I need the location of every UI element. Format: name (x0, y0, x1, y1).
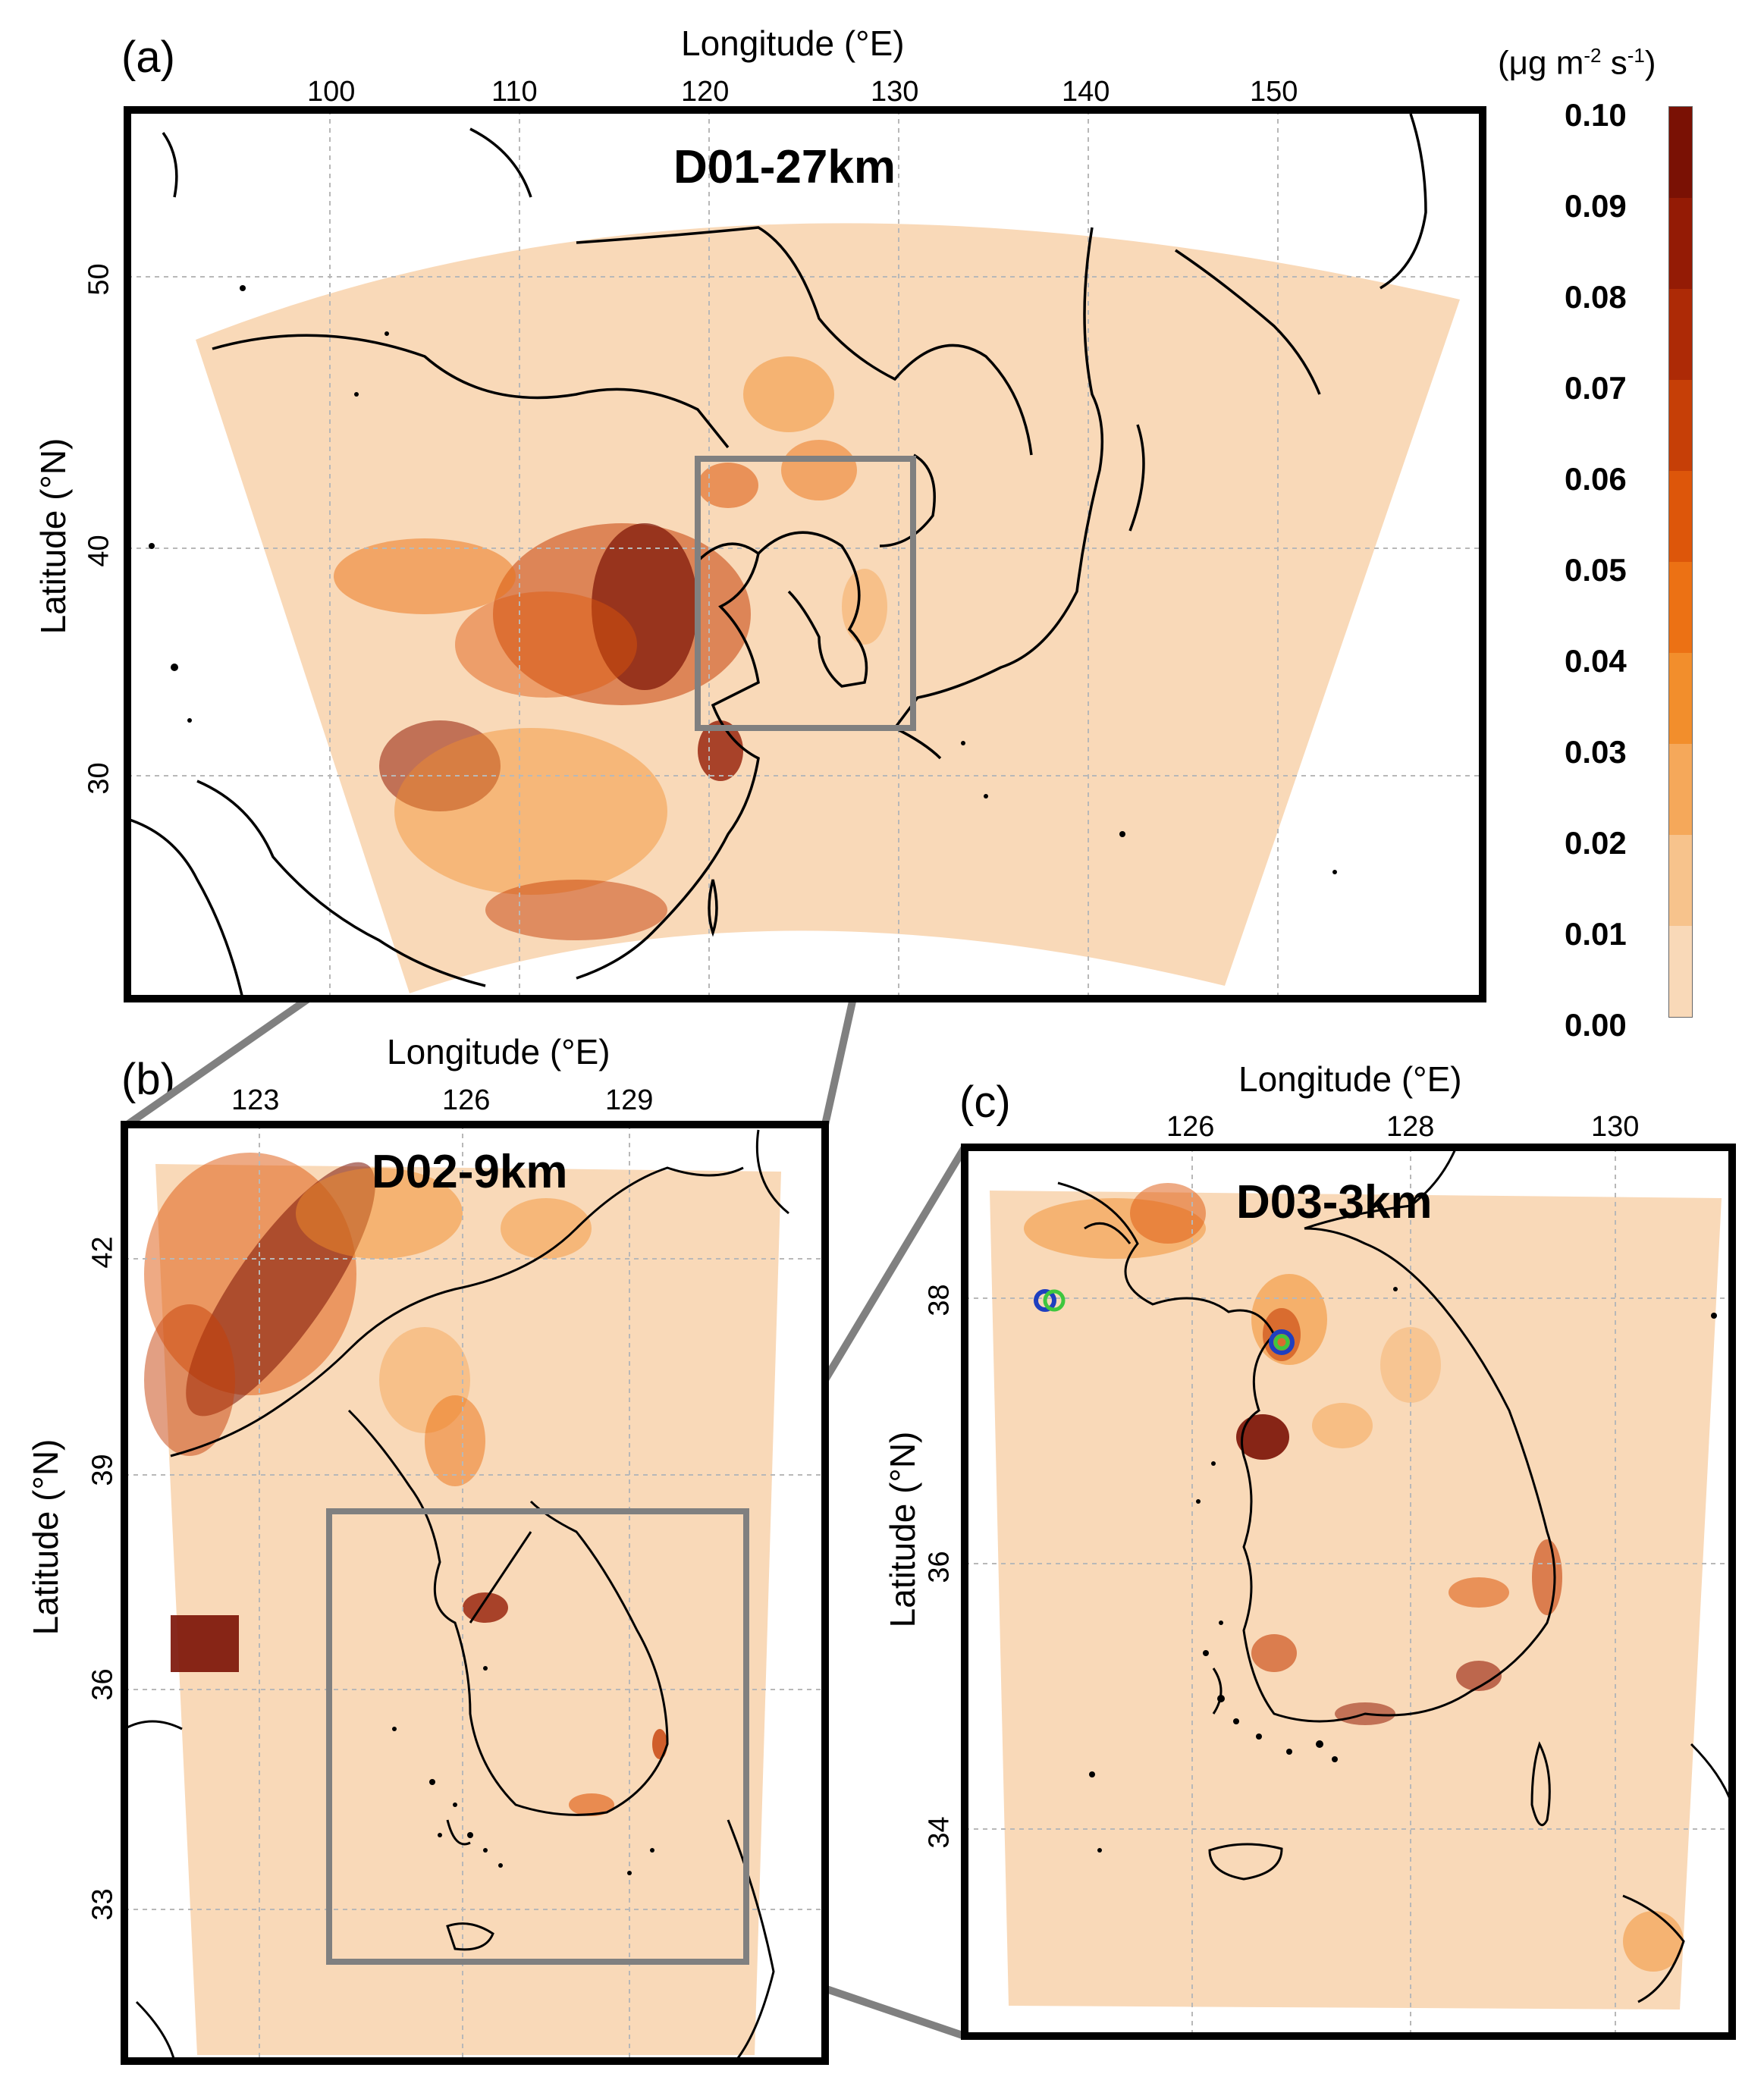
coastlines-b (124, 1129, 789, 2061)
colorbar-tick: 0.03 (1565, 734, 1627, 770)
lon-tick: 130 (1591, 1111, 1640, 1143)
panel-a-frame (124, 106, 1486, 1002)
colorbar-tick: 0.08 (1565, 279, 1627, 315)
colorbar-segment (1669, 198, 1692, 289)
panel-a-label: (a) (121, 33, 175, 82)
lon-tick: 128 (1386, 1111, 1435, 1143)
colorbar-segment (1669, 926, 1692, 1017)
graticule-a (127, 110, 1483, 999)
colorbar-tick: 0.09 (1565, 188, 1627, 224)
lon-tick: 126 (442, 1084, 491, 1116)
panel-c-frame (961, 1144, 1736, 2040)
colorbar (1668, 106, 1693, 1018)
panel-c-label: (c) (959, 1078, 1011, 1127)
colorbar-segment (1669, 289, 1692, 380)
coastlines-a (127, 113, 1427, 999)
coastlines-c (1057, 1147, 1732, 2003)
colorbar-tick: 0.10 (1565, 97, 1627, 133)
lon-tick: 129 (605, 1084, 654, 1116)
emission-hotspots-b (144, 1153, 667, 1816)
colorbar-tick: 0.01 (1565, 916, 1627, 952)
colorbar-unit-sup2: -1 (1627, 44, 1645, 67)
colorbar-tick: 0.04 (1565, 643, 1627, 679)
panel-a-domain-title: D01-27km (673, 141, 896, 193)
panel-c-map (965, 1147, 1732, 2036)
colorbar-segment (1669, 835, 1692, 926)
panel-c-domain-title: D03-3km (1236, 1176, 1433, 1228)
graticule-b (124, 1125, 825, 2061)
colorbar-segment (1669, 562, 1692, 653)
colorbar-segment (1669, 471, 1692, 562)
panel-a-map (127, 110, 1483, 999)
domain-d03-area (990, 1191, 1722, 2010)
lon-tick: 130 (871, 76, 919, 108)
colorbar-tick: 0.07 (1565, 370, 1627, 406)
islands-b (392, 1666, 654, 1875)
colorbar-unit: (μg m-2 s-1) (1498, 44, 1656, 83)
colorbar-tick: 0.05 (1565, 552, 1627, 588)
colorbar-tick: 0.02 (1565, 825, 1627, 861)
colorbar-segment (1669, 107, 1692, 198)
lon-tick: 120 (681, 76, 730, 108)
domain-d01-area (196, 223, 1460, 993)
colorbar-tick: 0.00 (1565, 1007, 1627, 1043)
panel-b-map (124, 1125, 825, 2061)
colorbar-unit-post: ) (1644, 44, 1656, 82)
site-marker-2 (1269, 1329, 1295, 1355)
colorbar-segment (1669, 653, 1692, 744)
islands-c (1089, 1287, 1717, 1853)
zoom-box-b (326, 1508, 749, 1965)
colorbar-segment (1669, 380, 1692, 471)
lon-tick: 100 (307, 76, 356, 108)
lon-tick: 126 (1166, 1111, 1215, 1143)
islands-a (149, 285, 1337, 874)
lon-tick: 140 (1062, 76, 1110, 108)
panel-b-domain-title: D02-9km (372, 1146, 568, 1198)
lon-tick: 110 (491, 76, 538, 108)
colorbar-segment (1669, 744, 1692, 835)
graticule-c (965, 1147, 1732, 2036)
panel-b-frame (121, 1121, 829, 2065)
site-marker-1 (1034, 1289, 1066, 1312)
colorbar-tick: 0.06 (1565, 461, 1627, 497)
lon-tick: 123 (231, 1084, 280, 1116)
emission-hotspots-a (334, 356, 887, 940)
panel-b-xlabel: Longitude (°E) (387, 1032, 610, 1071)
colorbar-unit-sup1: -2 (1584, 44, 1602, 67)
panel-c-xlabel: Longitude (°E) (1238, 1059, 1462, 1099)
colorbar-unit-mid: s (1601, 44, 1627, 82)
panel-a-xlabel: Longitude (°E) (681, 24, 905, 63)
lon-tick: 150 (1250, 76, 1298, 108)
colorbar-unit-pre: (μg m (1498, 44, 1584, 82)
zoom-box-a (695, 456, 916, 731)
